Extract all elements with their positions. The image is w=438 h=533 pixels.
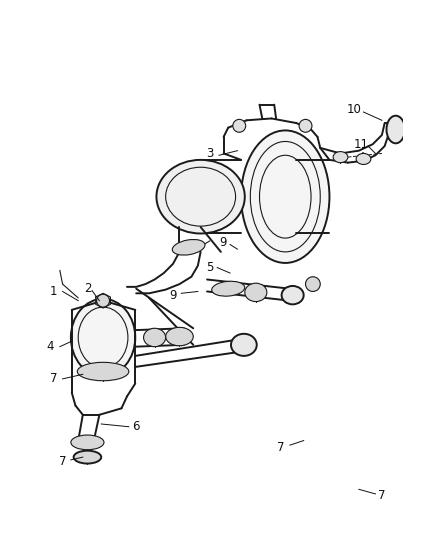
Ellipse shape [241, 131, 329, 263]
Text: 5: 5 [206, 261, 213, 274]
Text: 1: 1 [49, 285, 57, 298]
Ellipse shape [245, 283, 267, 302]
Text: 7: 7 [59, 455, 66, 468]
Ellipse shape [212, 281, 245, 296]
Ellipse shape [71, 299, 135, 376]
Text: 4: 4 [47, 340, 54, 353]
Circle shape [306, 277, 320, 292]
Ellipse shape [356, 154, 371, 165]
Ellipse shape [166, 327, 193, 346]
Text: 9: 9 [219, 236, 226, 249]
Ellipse shape [156, 160, 245, 233]
Ellipse shape [231, 334, 257, 356]
Text: 7: 7 [378, 489, 385, 502]
Ellipse shape [386, 116, 405, 143]
Circle shape [233, 119, 246, 132]
Text: 3: 3 [206, 147, 213, 160]
Ellipse shape [333, 151, 348, 163]
Text: 7: 7 [49, 373, 57, 385]
Text: 10: 10 [347, 103, 362, 116]
Text: 9: 9 [169, 289, 177, 302]
Circle shape [97, 294, 110, 307]
Text: 6: 6 [132, 420, 140, 433]
Ellipse shape [172, 239, 205, 255]
Ellipse shape [77, 362, 129, 381]
Circle shape [299, 119, 312, 132]
Ellipse shape [144, 328, 166, 346]
Ellipse shape [71, 435, 104, 450]
Ellipse shape [74, 451, 101, 464]
Text: 2: 2 [84, 282, 91, 295]
Text: 11: 11 [353, 138, 368, 151]
Ellipse shape [282, 286, 304, 304]
Text: 7: 7 [277, 441, 284, 455]
